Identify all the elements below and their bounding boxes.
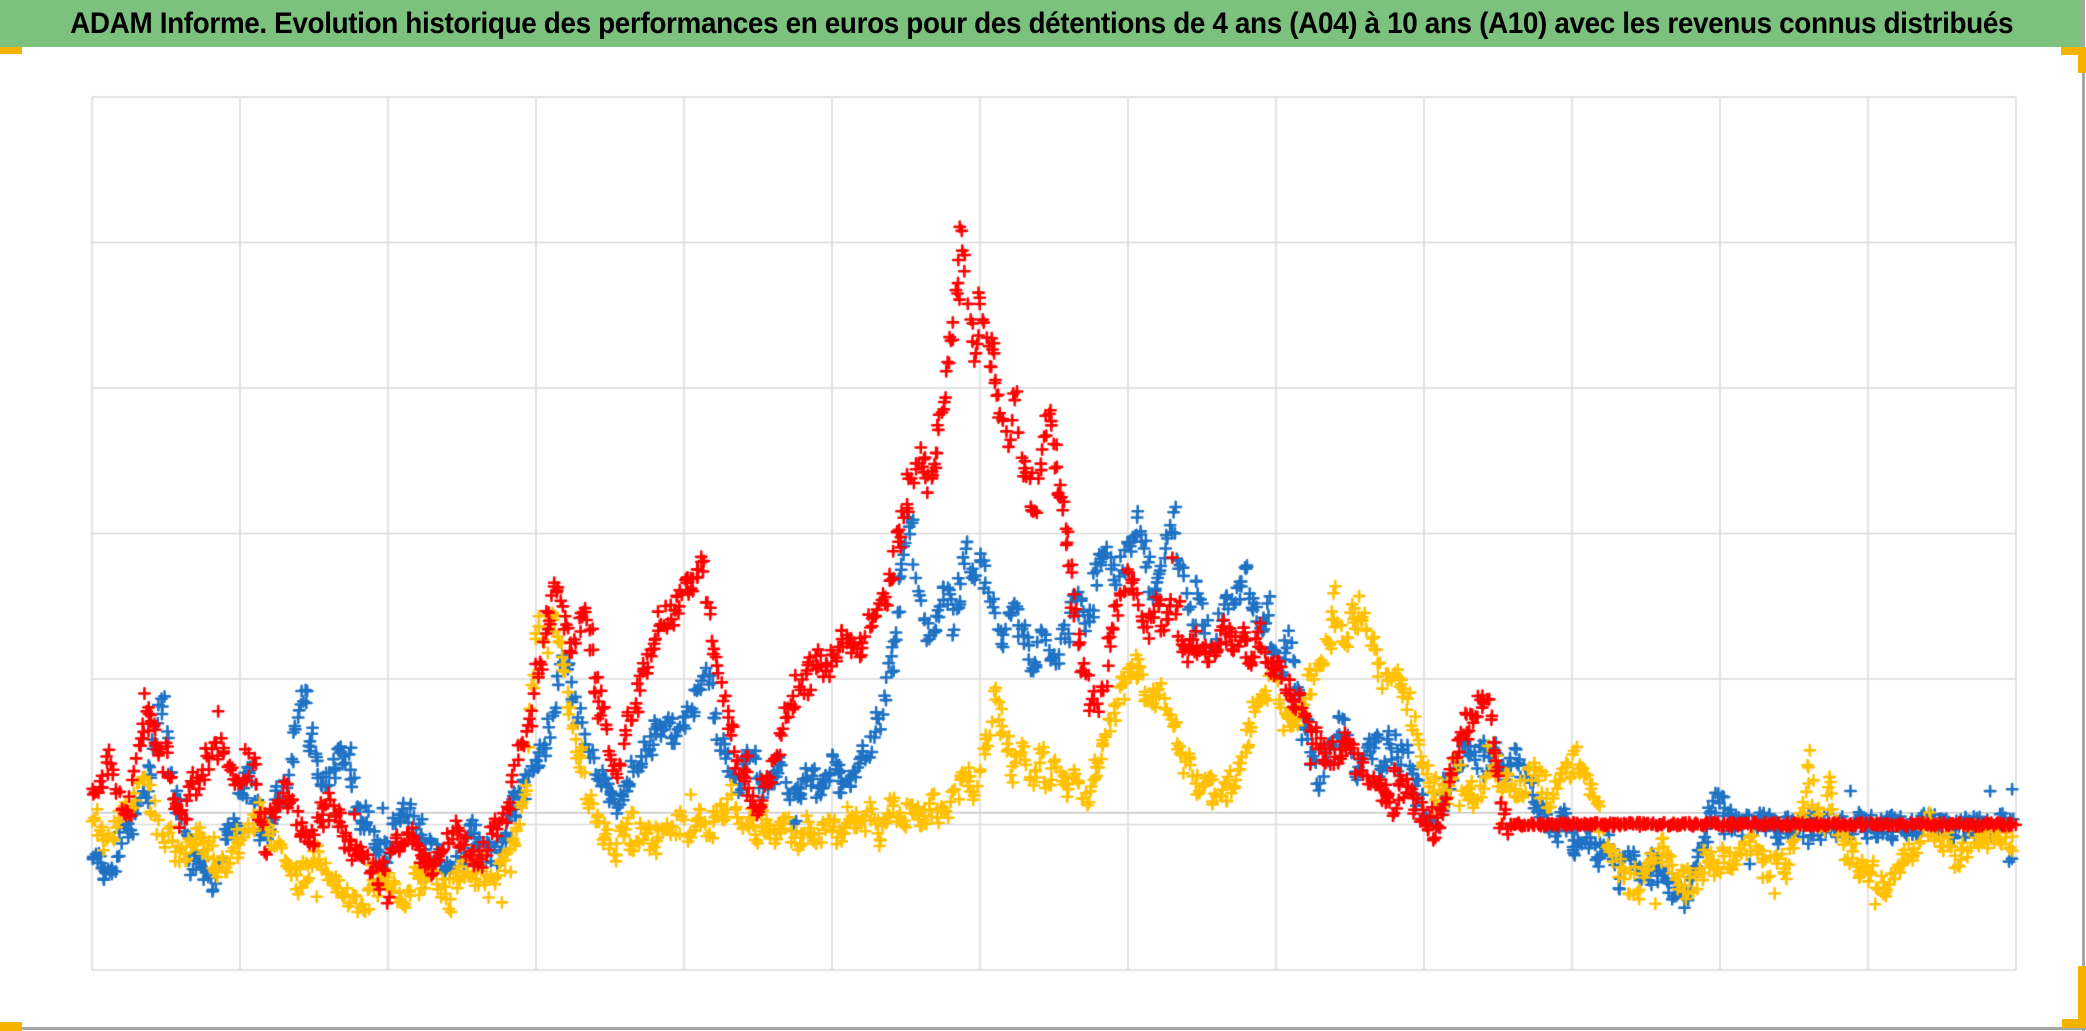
outer-frame-right-line <box>2082 0 2085 1031</box>
corner-mark-bottom-right <box>2062 1019 2086 1028</box>
corner-mark-top-right-vertical <box>2078 47 2086 73</box>
outer-frame-bottom-line <box>0 1027 2086 1030</box>
corner-mark-bottom-left <box>0 1022 22 1031</box>
corner-mark-top-right <box>2061 47 2086 55</box>
corner-mark-bottom-right-vertical <box>2078 966 2086 1024</box>
chart-title: ADAM Informe. Evolution historique des p… <box>70 6 2014 40</box>
corner-mark-top-left <box>0 47 22 54</box>
chart-title-bar: ADAM Informe. Evolution historique des p… <box>0 0 2083 47</box>
